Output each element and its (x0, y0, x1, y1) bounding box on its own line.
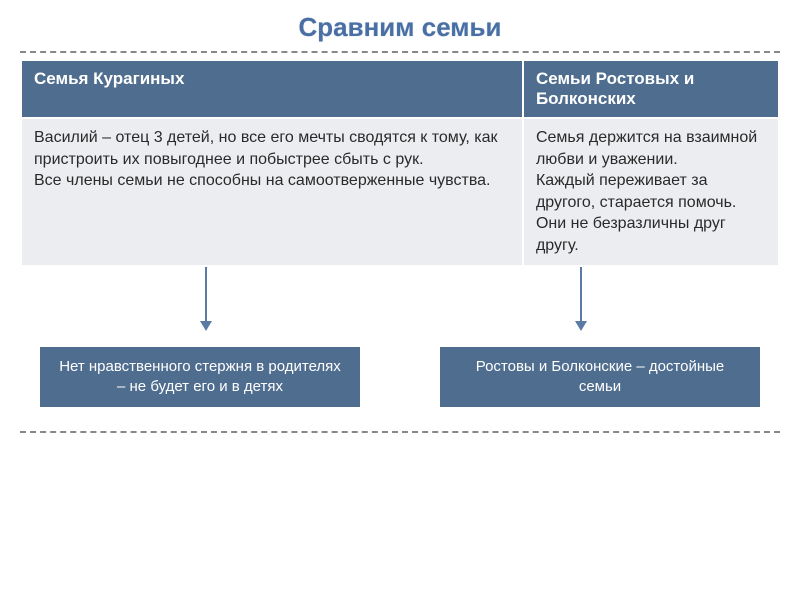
table-row: Василий – отец 3 детей, но все его мечты… (21, 118, 779, 266)
conclusion-boxes: Нет нравственного стержня в родителях – … (40, 347, 760, 408)
slide-title: Сравним семьи (0, 12, 800, 43)
bottom-divider (20, 431, 780, 433)
arrow-down-icon (205, 267, 207, 323)
table-header-row: Семья Курагиных Семьи Ростовых и Болконс… (21, 60, 779, 118)
comparison-table: Семья Курагиных Семьи Ростовых и Болконс… (20, 59, 780, 267)
box-kuragins-conclusion: Нет нравственного стержня в родителях – … (40, 347, 360, 408)
top-divider (20, 51, 780, 53)
cell-kuragins: Василий – отец 3 детей, но все его мечты… (21, 118, 523, 266)
arrow-down-icon (580, 267, 582, 323)
cell-rostovs-bolkonskys: Семья держится на взаимной любви и уваже… (523, 118, 779, 266)
arrow-region (20, 267, 780, 347)
header-kuragins: Семья Курагиных (21, 60, 523, 118)
header-rostovs-bolkonskys: Семьи Ростовых и Болконских (523, 60, 779, 118)
box-rostovs-bolkonskys-conclusion: Ростовы и Болконские – достойные семьи (440, 347, 760, 408)
